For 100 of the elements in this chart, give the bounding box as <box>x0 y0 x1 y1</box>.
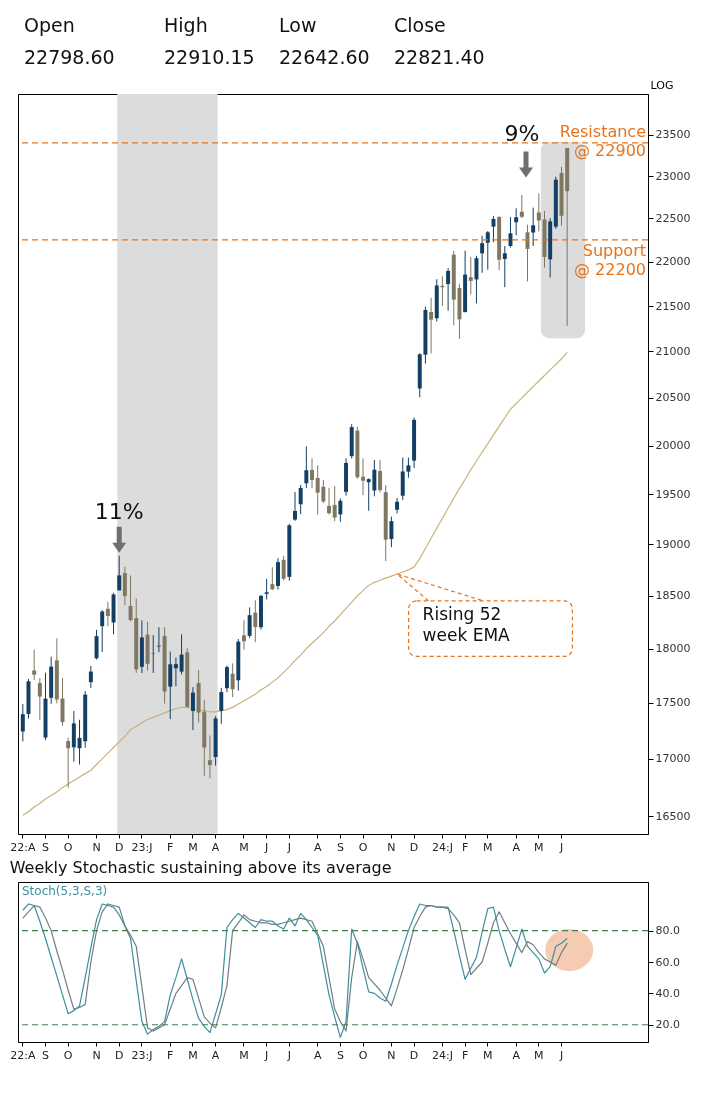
y-tick-label: 80.0 <box>655 924 680 938</box>
candlestick <box>304 445 309 489</box>
x-tick-label: M <box>483 1048 493 1062</box>
x-tick-label: D <box>114 1048 124 1062</box>
x-tick-label: J <box>558 840 564 854</box>
x-tick-label: 23:J <box>131 840 153 854</box>
y-tick-label: 22000 <box>655 255 691 269</box>
x-tick-label: M <box>534 1048 544 1062</box>
candlestick <box>190 686 195 731</box>
x-tick-label: A <box>512 840 521 854</box>
x-tick-label: D <box>409 840 419 854</box>
x-tick-label: A <box>313 840 322 854</box>
candlestick <box>247 606 252 639</box>
candlestick <box>519 194 524 219</box>
candlestick <box>173 657 178 687</box>
ref-line-label: Support @ 22200 <box>574 240 646 279</box>
x-tick-label: J <box>558 1048 564 1062</box>
candlestick <box>491 215 496 243</box>
annotation: Rising 52 week EMA <box>422 603 511 646</box>
candlestick <box>378 459 383 494</box>
x-tick-label: S <box>336 840 344 854</box>
x-tick-label: O <box>358 840 368 854</box>
candlestick <box>179 633 184 675</box>
annotation: 9% <box>504 121 540 147</box>
x-tick-label: A <box>211 840 220 854</box>
x-tick-label: 23:J <box>131 1048 153 1062</box>
candlestick <box>293 491 297 522</box>
text: Close <box>394 14 447 36</box>
y-tick-label: 16500 <box>655 809 691 823</box>
text: Low <box>279 14 318 36</box>
x-tick-label: A <box>313 1048 322 1062</box>
candlestick <box>122 566 127 606</box>
y-tick-label: 20500 <box>655 391 691 405</box>
x-tick-label: M <box>239 840 249 854</box>
candlestick <box>429 297 434 355</box>
y-tick-label: 17000 <box>655 752 691 766</box>
candlestick <box>395 497 400 514</box>
x-tick-label: S <box>336 1048 344 1062</box>
x-tick-label: F <box>461 1048 469 1062</box>
candlestick <box>207 735 212 779</box>
candlestick <box>281 555 286 582</box>
candlestick <box>480 235 485 274</box>
x-tick-label: M <box>239 1048 249 1062</box>
x-tick-label: M <box>483 840 493 854</box>
candlestick <box>485 230 490 271</box>
x-tick-label: N <box>92 840 101 854</box>
x-tick-label: F <box>167 1048 174 1062</box>
candlestick <box>446 267 451 312</box>
x-tick-label: N <box>387 1048 396 1062</box>
candlestick <box>389 516 394 548</box>
text: 22798.60 <box>24 46 116 68</box>
candlestick <box>117 555 122 591</box>
candlestick <box>94 629 99 660</box>
candlestick <box>310 457 314 489</box>
candlestick <box>531 207 536 247</box>
text: 22910.15 <box>164 46 256 68</box>
candlestick <box>224 665 229 693</box>
candlestick <box>338 497 343 523</box>
candlestick <box>474 255 479 304</box>
candlestick <box>151 634 156 674</box>
candlestick <box>71 710 76 763</box>
text: Open <box>24 14 76 36</box>
y-tick-label: 20000 <box>655 439 691 453</box>
x-tick-label: S <box>42 1048 50 1062</box>
candlestick <box>327 487 332 516</box>
candlestick <box>32 649 37 681</box>
candlestick <box>219 687 224 725</box>
y-tick-label: 23000 <box>655 169 691 183</box>
x-tick-label: M <box>534 840 544 854</box>
y-tick-label: 21000 <box>655 344 691 358</box>
x-tick-label: 22:A <box>10 840 36 854</box>
x-tick-label: M <box>188 1048 198 1062</box>
candlestick <box>270 566 275 591</box>
x-tick-label: J <box>286 840 291 854</box>
candlestick <box>20 703 25 742</box>
y-tick-label: 22500 <box>655 211 691 225</box>
y-tick-label: 19000 <box>655 537 691 551</box>
x-tick-label: M <box>188 840 198 854</box>
candlestick <box>241 619 246 651</box>
x-tick-label: J <box>264 1048 269 1062</box>
x-tick-label: O <box>63 1048 73 1062</box>
candlestick <box>361 457 366 496</box>
candlestick <box>100 609 105 653</box>
candlestick <box>468 256 473 295</box>
y-tick-label: 23500 <box>655 128 691 142</box>
candlestick <box>88 665 93 689</box>
annotation: 11% <box>94 498 144 524</box>
series-label: Stoch(5,3,S,3) <box>22 884 108 898</box>
candlestick <box>37 677 42 721</box>
x-tick-label: D <box>114 840 124 854</box>
candlestick <box>406 457 411 479</box>
candlestick <box>514 207 519 236</box>
x-tick-label: J <box>286 1048 291 1062</box>
x-tick-label: S <box>42 840 50 854</box>
candlestick <box>253 599 258 643</box>
line-series <box>22 351 568 816</box>
x-tick-label: 24:J <box>431 1048 453 1062</box>
text: 22821.40 <box>394 46 486 68</box>
text: High <box>164 14 209 36</box>
x-tick-label: 24:J <box>431 840 453 854</box>
